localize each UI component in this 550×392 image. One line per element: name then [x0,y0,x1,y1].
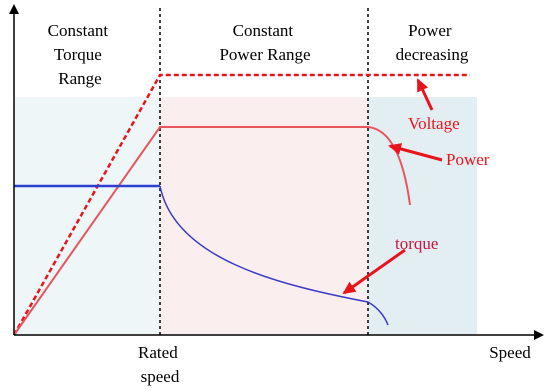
callout-arrow [388,143,443,162]
curve-label: Power [446,150,490,169]
region-label: Power decreasing [396,21,469,64]
text-line: Constant [233,21,294,40]
region-label: Constant Power Range [219,21,310,64]
text-line: Torque [54,45,102,64]
text-line: Rated [138,343,178,362]
curve-label: torque [395,234,438,253]
text-line: Constant [48,21,109,40]
text-line: speed [141,367,180,386]
text-line: Range [58,69,101,88]
text-line: decreasing [396,45,469,64]
text-line: Power Range [219,45,310,64]
x-marker-label: Rated speed [138,343,182,386]
torque-curve [159,185,389,326]
x-axis-label: Speed [489,343,531,362]
callout-arrow [416,78,434,111]
torque-region [14,97,160,335]
voltage-curve [12,73,470,336]
text-line: Power [408,21,452,40]
callout-arrow [342,248,406,295]
region-label: Constant Torque Range [48,21,113,88]
power-region [160,97,368,335]
curve-label: Voltage [408,114,460,133]
power-curve [13,126,411,336]
